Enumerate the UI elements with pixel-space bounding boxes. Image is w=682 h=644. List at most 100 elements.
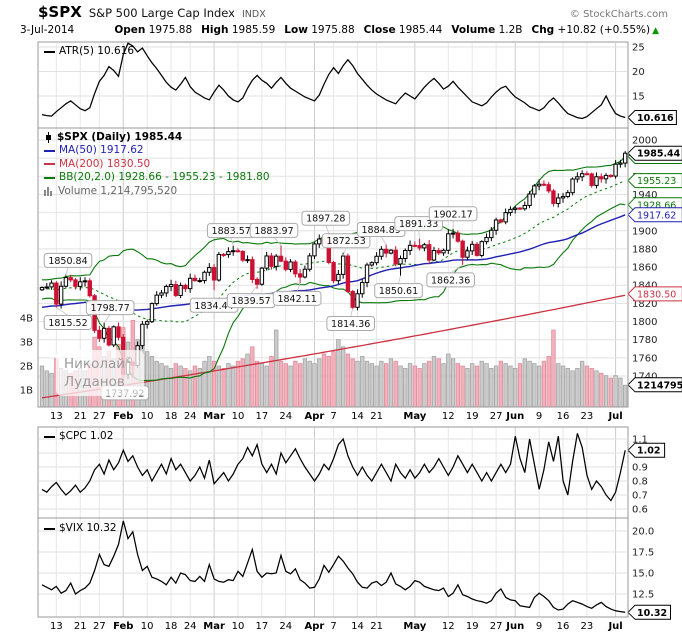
price-annotation: 1883.97 xyxy=(249,222,299,246)
volume-bar xyxy=(575,368,580,408)
candle-body xyxy=(164,285,169,294)
candle-body xyxy=(532,185,537,195)
svg-text:1872.53: 1872.53 xyxy=(326,236,365,247)
candle-body xyxy=(556,197,561,204)
candle-body xyxy=(527,193,532,206)
candlestick-icon xyxy=(46,132,51,144)
volume-bar xyxy=(441,363,446,408)
x-axis-tick: 18 xyxy=(165,621,178,632)
volume-bar xyxy=(403,368,408,408)
price-callout: 10.616 xyxy=(627,110,677,125)
candle-body xyxy=(431,250,437,261)
y-axis-tick: 17.5 xyxy=(632,548,654,559)
candle-body xyxy=(101,327,107,339)
quote-close: Close 1985.44 xyxy=(363,24,443,36)
atr-legend: ATR(5) 10.616 xyxy=(44,45,134,58)
volume-bar xyxy=(278,360,284,408)
svg-text:1902.17: 1902.17 xyxy=(433,209,472,220)
exchange-tag: INDX xyxy=(241,9,266,20)
candle-body xyxy=(197,280,202,283)
atr-legend-label: ATR(5) 10.616 xyxy=(59,45,135,57)
volume-bar xyxy=(460,365,465,408)
bb-swatch xyxy=(44,176,55,179)
volume-bar xyxy=(369,363,374,408)
volume-bar xyxy=(283,363,288,408)
volume-bar xyxy=(560,365,566,408)
quote-line: 3-Jul-2014 Open 1975.88 High 1985.59 Low… xyxy=(0,24,682,36)
volume-bar xyxy=(393,360,398,408)
candle-body xyxy=(250,259,255,280)
candle-body xyxy=(269,255,274,267)
y-axis-tick: 0.9 xyxy=(632,463,648,474)
candle-body xyxy=(613,163,618,177)
copyright: © StockCharts.com xyxy=(569,9,668,20)
x-axis-tick: May xyxy=(403,411,426,422)
candle-body xyxy=(422,244,427,249)
price-callout: 10.32 xyxy=(627,604,671,620)
x-axis-tick: 27 xyxy=(93,621,106,632)
y-axis-tick: 1900 xyxy=(632,226,657,237)
candle-body xyxy=(39,287,45,291)
volume-bar xyxy=(450,358,456,408)
candle-body xyxy=(360,282,365,295)
volume-bar xyxy=(326,356,331,408)
candle-body xyxy=(393,249,398,265)
svg-text:1834.44: 1834.44 xyxy=(194,301,233,312)
symbol: $SPX xyxy=(38,3,82,21)
x-axis-tick: 17 xyxy=(256,411,269,422)
x-axis-tick: 12 xyxy=(442,411,455,422)
candle-body xyxy=(374,255,379,264)
candle-body xyxy=(49,282,54,288)
cpc-legend: $CPC 1.02 xyxy=(44,430,113,443)
candle-body xyxy=(336,273,341,282)
candle-body xyxy=(350,291,355,308)
volume-bar xyxy=(168,368,174,408)
candle-body xyxy=(355,293,360,308)
candle-body xyxy=(398,258,403,265)
volume-bar xyxy=(312,363,317,408)
candle-body xyxy=(579,173,585,178)
volume-bar xyxy=(503,363,508,408)
cpc-line xyxy=(41,433,626,502)
candle-body xyxy=(78,281,83,287)
x-axis-tick: 7 xyxy=(330,621,336,632)
candle-body xyxy=(231,250,236,253)
candle-body xyxy=(551,190,556,204)
x-axis-tick: 12 xyxy=(442,621,455,632)
vix-legend: $VIX 10.32 xyxy=(44,522,117,535)
candle-body xyxy=(187,277,193,290)
volume-bar xyxy=(608,377,613,408)
candle-body xyxy=(82,280,88,283)
indicator-lines xyxy=(41,42,626,613)
volume-bar xyxy=(465,368,470,408)
volume-axis-tick: 2B xyxy=(20,362,33,373)
x-axis-tick: Jul xyxy=(607,411,622,422)
volume-bar xyxy=(417,368,422,408)
x-axis-tick: 14 xyxy=(351,621,364,632)
volume-bar xyxy=(565,368,570,408)
volume-bar xyxy=(470,363,475,408)
candle-body xyxy=(594,176,599,186)
y-axis-tick: 1820 xyxy=(632,299,657,310)
candle-body xyxy=(116,326,121,338)
volume-bar xyxy=(388,358,394,408)
candle-body xyxy=(513,207,518,210)
candle-body xyxy=(183,284,188,290)
x-axis-tick: 10 xyxy=(232,411,245,422)
price-callout: 1955.23 xyxy=(627,173,682,189)
svg-text:1.02: 1.02 xyxy=(637,446,660,457)
panel-borders xyxy=(37,41,629,618)
x-axis-tick: 24 xyxy=(279,621,292,632)
volume-bar xyxy=(207,356,212,408)
x-axis-tick: 10 xyxy=(232,621,245,632)
candle-body xyxy=(73,279,78,287)
volume-bar xyxy=(412,365,417,408)
svg-text:1830.50: 1830.50 xyxy=(637,289,676,300)
volume-bar xyxy=(579,360,585,408)
y-axis-tick: 1.1 xyxy=(632,435,648,446)
volume-bar xyxy=(364,360,370,408)
candle-body xyxy=(317,238,322,245)
candle-body xyxy=(508,208,513,214)
quote-change: Chg +10.82 (+0.55%) ▲ xyxy=(531,24,659,36)
